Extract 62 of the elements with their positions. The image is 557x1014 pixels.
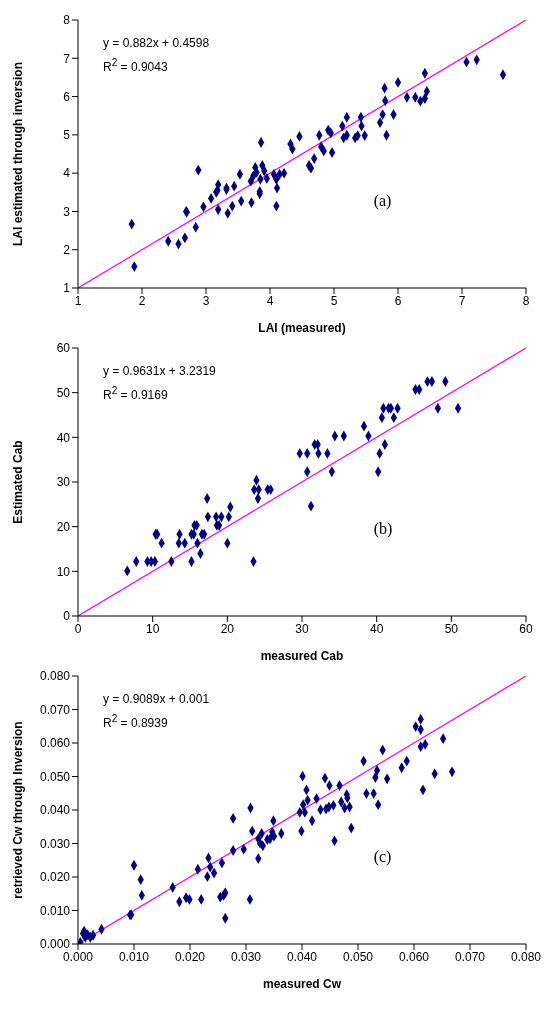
annotation: (c)	[373, 847, 392, 866]
x-tick-label: 0.050	[342, 949, 374, 964]
x-tick-label: 20	[220, 621, 235, 636]
y-tick-label: 1	[63, 281, 71, 296]
annotation: y = 0.9089x + 0.001	[103, 691, 210, 708]
y-tick-label: 0.000	[39, 937, 71, 952]
y-tick-label: 8	[63, 13, 71, 28]
x-tick-label: 0	[74, 621, 82, 636]
y-tick-label: 0.010	[39, 903, 71, 918]
y-tick-label: 7	[63, 51, 71, 66]
y-tick-label: 6	[63, 89, 71, 104]
x-tick-label: 0.040	[286, 949, 318, 964]
y-tick-label: 10	[56, 564, 71, 579]
x-tick-label: 5	[330, 293, 338, 308]
annotation: y = 0.882x + 0.4598	[103, 35, 210, 52]
x-tick-label: 0.060	[398, 949, 430, 964]
y-tick-label: 0.080	[39, 669, 71, 684]
annotation: (a)	[373, 191, 392, 210]
y-tick-label: 0	[63, 609, 71, 624]
x-tick-label: 0.070	[454, 949, 486, 964]
y-tick-label: 0.070	[39, 702, 71, 717]
x-tick-label: 10	[145, 621, 160, 636]
y-tick-label: 0.050	[39, 769, 71, 784]
y-axis-title: retrieved Cw through Inversion	[11, 721, 26, 899]
x-tick-label: 60	[519, 621, 533, 636]
x-tick-label: 3	[202, 293, 210, 308]
annotation: R$^{2}$ = 0.8939	[103, 712, 169, 732]
y-tick-label: 0.060	[39, 736, 71, 751]
x-axis-title: LAI (measured)	[258, 321, 346, 335]
x-tick-label: 4	[266, 293, 274, 308]
y-tick-label: 2	[63, 242, 71, 257]
y-tick-label: 4	[63, 166, 71, 181]
y-tick-label: 30	[56, 475, 71, 490]
annotation: R$^{2}$ = 0.9169	[103, 384, 169, 404]
x-tick-label: 2	[138, 293, 146, 308]
x-tick-label: 0.010	[118, 949, 150, 964]
x-axis-title: measured Cab	[260, 649, 344, 663]
y-tick-label: 20	[56, 519, 71, 534]
y-tick-label: 0.040	[39, 803, 71, 818]
x-tick-label: 1	[74, 293, 82, 308]
annotation: (b)	[373, 519, 393, 538]
y-axis-title: Estimated Cab	[11, 440, 26, 524]
x-tick-label: 8	[522, 293, 530, 308]
y-tick-label: 40	[56, 430, 71, 445]
x-tick-label: 6	[394, 293, 402, 308]
x-tick-label: 0.080	[510, 949, 542, 964]
x-tick-label: 50	[444, 621, 459, 636]
y-axis-title: LAI estimated through inversion	[11, 61, 26, 247]
x-tick-label: 7	[458, 293, 466, 308]
x-tick-label: 30	[295, 621, 309, 636]
y-tick-label: 0.020	[39, 870, 71, 885]
y-tick-label: 60	[56, 341, 71, 356]
x-axis-title: measured Cw	[262, 977, 342, 991]
y-tick-label: 5	[63, 128, 71, 143]
annotation: y = 0.9631x + 3.2319	[103, 363, 216, 380]
annotation: R$^{2}$ = 0.9043	[103, 56, 169, 76]
x-tick-label: 0.030	[230, 949, 262, 964]
y-tick-label: 3	[63, 204, 71, 219]
x-tick-label: 40	[369, 621, 384, 636]
y-tick-label: 0.030	[39, 836, 71, 851]
x-tick-label: 0.020	[174, 949, 206, 964]
y-tick-label: 50	[56, 385, 71, 400]
